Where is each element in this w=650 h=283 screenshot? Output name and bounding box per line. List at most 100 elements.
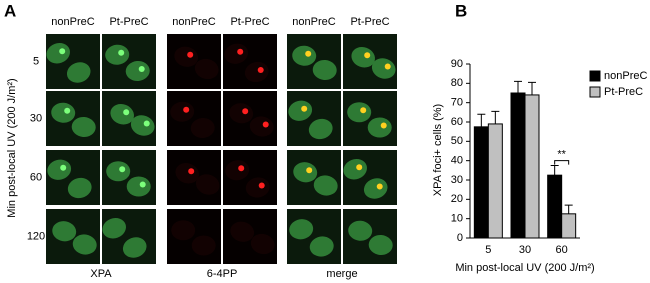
cell: [292, 45, 317, 66]
cell: [225, 160, 250, 181]
y-tick-label: 20: [451, 193, 463, 205]
cell: [71, 116, 96, 138]
cell: [126, 176, 151, 197]
focus: [376, 183, 383, 190]
focus: [360, 107, 367, 114]
cell: [52, 221, 77, 242]
bar: [547, 174, 563, 239]
focus: [59, 48, 66, 55]
y-tick-label: 60: [451, 116, 463, 128]
cell: [348, 220, 373, 241]
focus: [143, 120, 150, 127]
column-header: Pt-PreC: [109, 16, 148, 28]
focus: [258, 182, 265, 189]
cell: [51, 102, 76, 123]
focus: [139, 181, 146, 188]
column-header: nonPreC: [172, 16, 215, 28]
bar: [561, 213, 577, 239]
cell: [250, 233, 275, 255]
cell: [66, 62, 91, 83]
cell: [245, 177, 270, 198]
cell: [230, 221, 255, 242]
focus: [384, 63, 391, 70]
y-tick-label: 70: [451, 97, 463, 109]
cell: [288, 100, 313, 121]
focus: [60, 164, 67, 171]
y-tick-label: 90: [451, 58, 463, 70]
focus: [301, 105, 308, 112]
cell: [309, 236, 334, 257]
x-tick-label: 5: [485, 244, 491, 256]
cell: [190, 117, 215, 139]
cell: [351, 46, 375, 68]
cell: [343, 158, 367, 180]
x-axis-label: Min post-local UV (200 J/m²): [455, 262, 594, 274]
legend-label: Pt-PreC: [604, 86, 643, 98]
focus: [237, 48, 244, 55]
focus: [257, 67, 264, 73]
annotation: **: [557, 149, 566, 161]
y-tick-label: 40: [451, 155, 463, 167]
cell: [363, 178, 388, 199]
focus: [64, 107, 71, 114]
cell: [249, 116, 274, 137]
y-axis-label: XPA foci+ cells (%): [432, 104, 444, 196]
cell: [368, 234, 393, 256]
focus: [242, 108, 249, 115]
bar: [510, 92, 526, 239]
y-tick-label: 0: [457, 232, 463, 244]
cell: [194, 58, 219, 80]
cell: [67, 177, 92, 199]
column-header: Pt-PreC: [350, 16, 389, 28]
column-header: nonPreC: [292, 16, 335, 28]
focus: [187, 51, 194, 58]
focus: [123, 109, 130, 116]
focus: [119, 166, 126, 173]
cell: [229, 103, 254, 124]
row-label: 5: [33, 55, 39, 67]
error-bar: [514, 80, 522, 93]
x-tick-label: 60: [556, 244, 568, 256]
group-label: 6-4PP: [207, 268, 238, 280]
cell: [72, 234, 97, 255]
significance-bracket: [554, 160, 570, 165]
cell: [46, 42, 70, 64]
y-tick-label: 30: [451, 174, 463, 186]
cell: [105, 44, 130, 65]
cell: [174, 46, 199, 67]
column-header: Pt-PreC: [230, 16, 269, 28]
focus: [118, 49, 125, 56]
legend-label: nonPreC: [604, 70, 647, 82]
legend-swatch: [589, 70, 601, 82]
focus: [364, 52, 371, 59]
group-label: XPA: [90, 268, 112, 280]
error-bar: [564, 204, 573, 214]
focus: [306, 167, 313, 174]
cell: [191, 235, 216, 256]
y-tick-label: 10: [451, 213, 463, 225]
focus: [238, 165, 245, 172]
bar: [487, 123, 503, 239]
focus: [138, 66, 145, 72]
focus: [188, 168, 195, 175]
cell: [122, 237, 147, 258]
cell: [367, 117, 392, 138]
focus: [305, 50, 312, 57]
cell: [175, 162, 199, 184]
column-header: nonPreC: [51, 16, 94, 28]
cell: [244, 61, 269, 83]
x-tick-label: 30: [519, 244, 531, 256]
error-bar: [477, 113, 486, 127]
cell: [371, 58, 396, 79]
focus: [380, 122, 387, 129]
focus: [356, 164, 363, 171]
row-label: 30: [30, 112, 42, 124]
cell: [171, 220, 196, 241]
error-bar: [491, 110, 500, 124]
cell: [195, 174, 220, 195]
group-label: merge: [326, 268, 357, 280]
cell: [313, 175, 338, 196]
y-tick-label: 80: [451, 77, 463, 89]
error-bar: [528, 81, 536, 95]
